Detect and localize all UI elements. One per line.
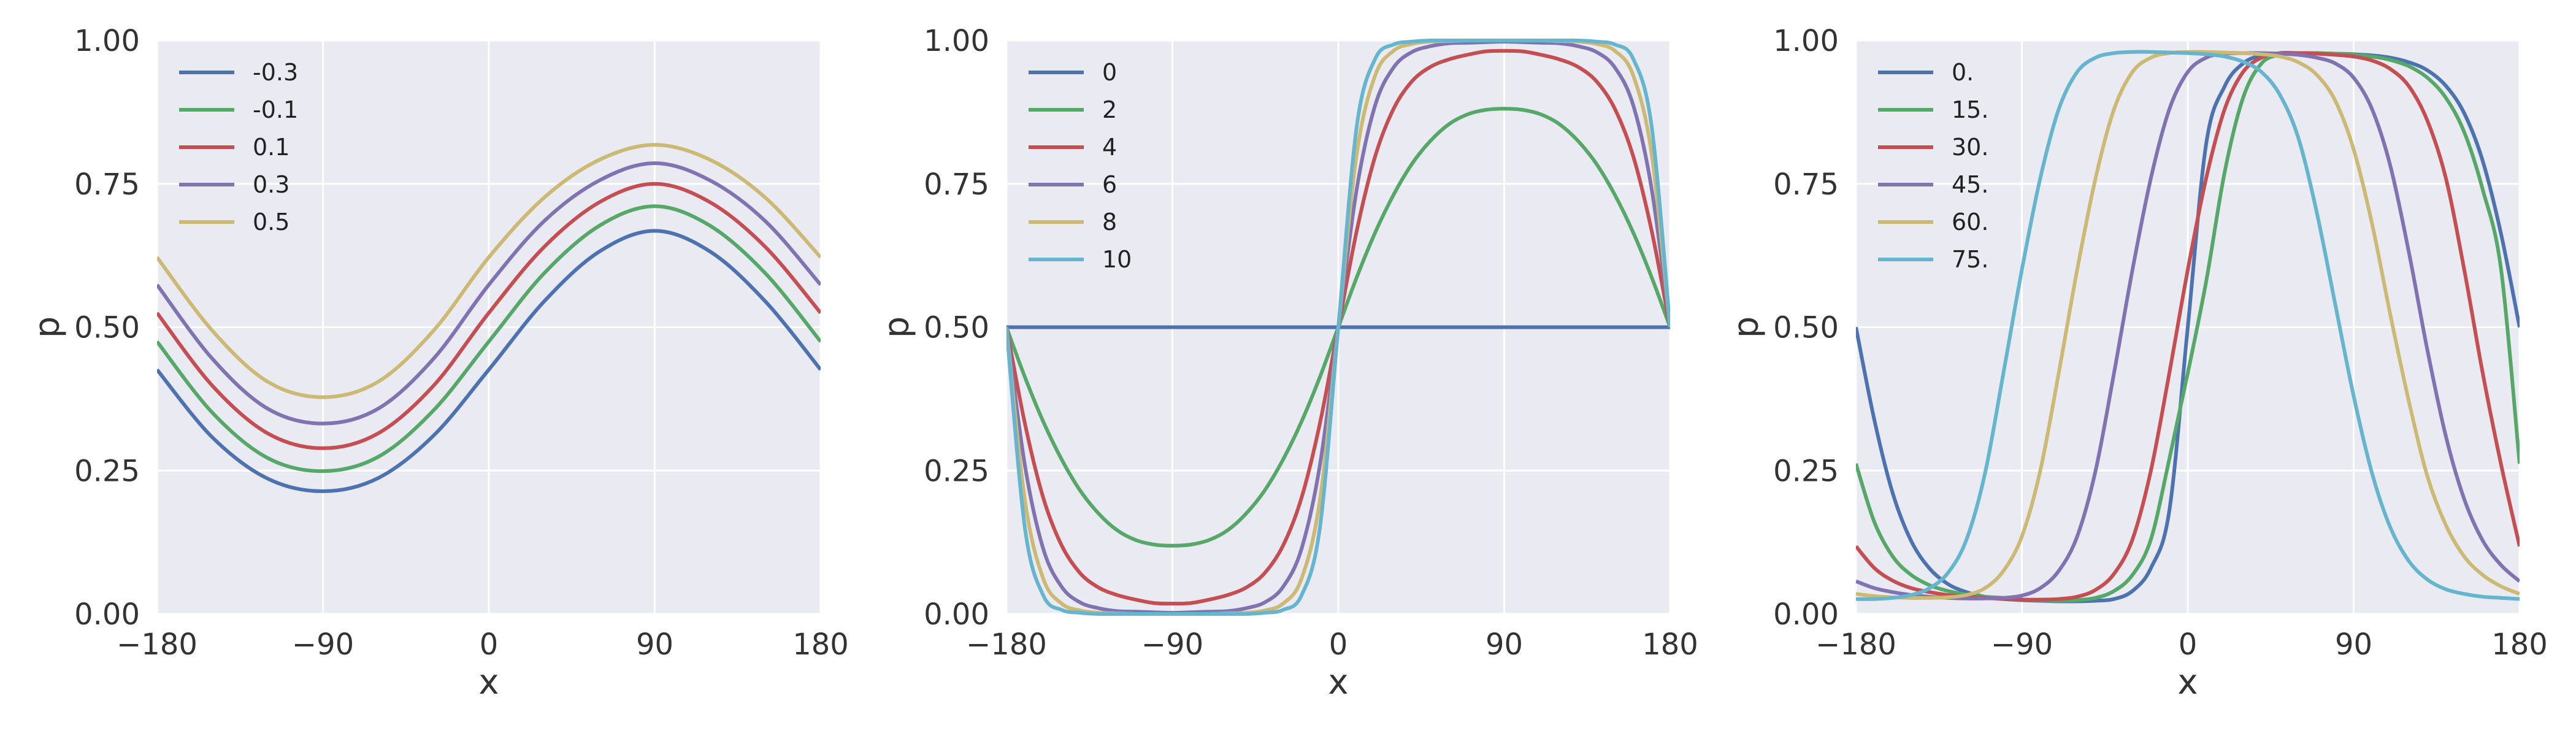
chart-1-y-tick-label-2: 0.50 bbox=[74, 311, 140, 345]
chart-3-x-tick-label-3: 90 bbox=[2335, 627, 2372, 662]
chart-3-legend-label-1: 15. bbox=[1952, 96, 1988, 123]
chart-3-x-axis-label: x bbox=[2177, 662, 2198, 702]
chart-2-x-tick-label-0: −180 bbox=[966, 627, 1047, 662]
chart-1-legend-label-1: -0.1 bbox=[253, 96, 298, 123]
chart-1-legend-label-0: -0.3 bbox=[253, 59, 298, 86]
chart-1-x-axis-label: x bbox=[478, 662, 499, 702]
chart-1-legend-label-3: 0.3 bbox=[253, 171, 289, 198]
chart-2-legend-label-2: 4 bbox=[1102, 134, 1117, 161]
chart-2-y-tick-label-0: 0.00 bbox=[924, 597, 989, 632]
chart-3-legend-label-0: 0. bbox=[1952, 59, 1974, 86]
chart-3-legend-label-2: 30. bbox=[1952, 134, 1988, 161]
chart-2-series-line-5 bbox=[1006, 38, 1670, 616]
chart-2-x-axis-label: x bbox=[1328, 662, 1348, 702]
chart-3-x-tick-label-1: −90 bbox=[1991, 627, 2053, 662]
chart-1-y-tick-label-3: 0.75 bbox=[74, 167, 140, 202]
chart-1-y-tick-label-1: 0.25 bbox=[74, 454, 140, 488]
chart-2-x-tick-label-4: 180 bbox=[1642, 627, 1698, 662]
chart-2-y-tick-label-1: 0.25 bbox=[924, 454, 989, 488]
chart-3-y-tick-label-0: 0.00 bbox=[1773, 597, 1839, 632]
chart-3-panel: −180 −90 0 90 180 0.00 0.25 0.50 0.75 1.00 x p 0. 15.… bbox=[1727, 24, 2548, 702]
chart-1-panel: −180 −90 0 90 1800.000.250.500.751.00xp-0.3-… bbox=[28, 24, 849, 702]
chart-2-legend-label-3: 6 bbox=[1102, 171, 1117, 198]
chart-3-x-tick-label-4: 180 bbox=[2491, 627, 2548, 662]
chart-1-x-tick-label-4: 180 bbox=[792, 627, 849, 662]
chart-2-legend-label-1: 2 bbox=[1102, 96, 1117, 123]
chart-2-legend: 0 2 4 6 8 10 bbox=[1029, 59, 1132, 273]
chart-2-y-tick-label-3: 0.75 bbox=[924, 167, 989, 202]
chart-1-series-line-3 bbox=[157, 161, 821, 426]
chart-1-x-tick-label-0: −180 bbox=[117, 627, 197, 662]
chart-3-y-tick-label-3: 0.75 bbox=[1773, 167, 1839, 202]
chart-1-x-tick-label-2: 0 bbox=[480, 627, 499, 662]
chart-3-series-line-0 bbox=[1856, 51, 2520, 604]
chart-3-legend: 0. 15. 30. 45. 60. 75. bbox=[1878, 59, 1988, 273]
chart-3-series-line-5 bbox=[1856, 50, 2520, 601]
chart-1-legend: -0.3 -0.1 0.1 0.3 0.5 bbox=[179, 59, 298, 236]
chart-2-y-tick-label-4: 1.00 bbox=[924, 24, 989, 58]
chart-3-x-tick-label-0: −180 bbox=[1815, 627, 1896, 662]
chart-3-legend-label-5: 75. bbox=[1952, 246, 1988, 273]
chart-3-legend-label-4: 60. bbox=[1952, 209, 1988, 236]
chart-2-y-tick-label-2: 0.50 bbox=[924, 311, 989, 345]
chart-1-series-line-2 bbox=[157, 182, 821, 450]
chart-3-y-axis-label: p bbox=[1727, 316, 1766, 339]
chart-3-y-tick-label-2: 0.50 bbox=[1773, 311, 1839, 345]
chart-3-x-tick-label-2: 0 bbox=[2179, 627, 2198, 662]
chart-1-legend-label-4: 0.5 bbox=[253, 209, 289, 236]
chart-1-x-tick-label-3: 90 bbox=[636, 627, 673, 662]
chart-2-x-tick-label-2: 0 bbox=[1329, 627, 1348, 662]
chart-1-legend-label-2: 0.1 bbox=[253, 134, 289, 161]
chart-2-legend-label-0: 0 bbox=[1102, 59, 1117, 86]
chart-1-series-line-4 bbox=[157, 143, 821, 399]
chart-2-panel: −180 −90 0 90 180 0.00 0.25 0.50 0.75 1.00 x p 0 2 4 6 8… bbox=[877, 24, 1698, 702]
chart-3-legend-label-3: 45. bbox=[1952, 171, 1988, 198]
chart-1-y-tick-label-0: 0.00 bbox=[74, 597, 140, 632]
chart-1-series-line-1 bbox=[157, 204, 821, 473]
chart-2-y-axis-label: p bbox=[877, 316, 917, 339]
chart-3-series-group bbox=[1856, 50, 2520, 604]
chart-2-series-group bbox=[1006, 38, 1670, 616]
chart-2-legend-label-4: 8 bbox=[1102, 209, 1117, 236]
chart-2-x-tick-label-3: 90 bbox=[1485, 627, 1523, 662]
chart-1-y-tick-label-4: 1.00 bbox=[74, 24, 140, 58]
chart-1-x-tick-label-1: −90 bbox=[292, 627, 354, 662]
chart-1-series-group bbox=[157, 143, 821, 493]
chart-2-legend-label-5: 10 bbox=[1102, 246, 1132, 273]
chart-3-series-line-3 bbox=[1856, 51, 2520, 600]
chart-1-y-axis-label: p bbox=[28, 316, 67, 339]
chart-2-x-tick-label-1: −90 bbox=[1141, 627, 1203, 662]
chart-3-y-tick-label-4: 1.00 bbox=[1773, 24, 1839, 58]
chart-1-series-line-0 bbox=[157, 229, 821, 493]
chart-3-y-tick-label-1: 0.25 bbox=[1773, 454, 1839, 488]
